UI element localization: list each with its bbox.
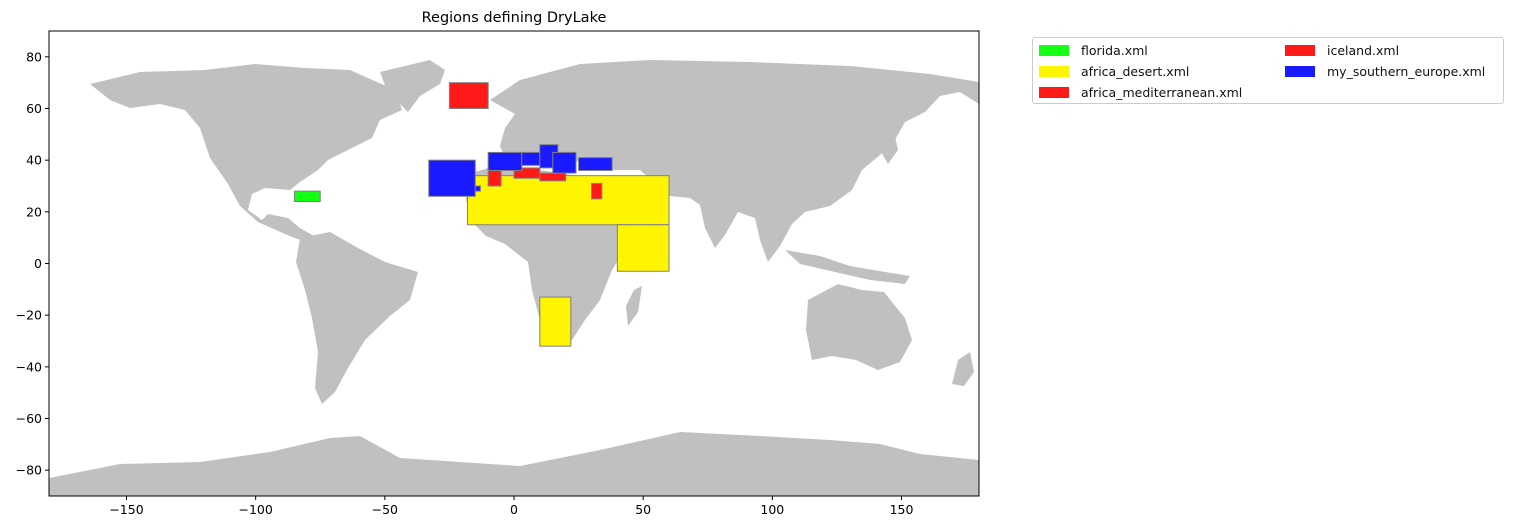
region-box-africa-desert — [539, 296, 572, 347]
x-tick-label: 150 — [890, 502, 914, 517]
greenland-landmass — [380, 60, 445, 112]
region-box-my-southern-europe — [552, 151, 577, 174]
plot-area — [49, 31, 979, 496]
y-tick-label: 0 — [34, 256, 42, 271]
region-box-my-southern-europe — [474, 185, 481, 192]
y-tick-label: −40 — [16, 359, 42, 374]
x-tick-label: −100 — [238, 502, 272, 517]
japan-landmass — [880, 132, 898, 164]
x-axis: −150 −100 −50 0 50 100 150 — [109, 496, 913, 517]
region-box-florida — [293, 190, 321, 203]
x-tick-label: 50 — [635, 502, 651, 517]
region-box-africa-mediterranean — [591, 182, 603, 200]
region-box-my-southern-europe — [487, 151, 523, 172]
y-tick-label: 40 — [26, 153, 42, 168]
region-box-africa-desert — [616, 224, 670, 272]
legend-swatch — [1039, 65, 1069, 77]
legend-item-my-southern-europe: my_southern_europe.xml — [1285, 62, 1485, 80]
region-box-my-southern-europe — [521, 151, 541, 166]
north-america-landmass — [90, 64, 402, 240]
legend-label: florida.xml — [1081, 42, 1148, 58]
y-tick-label: 60 — [26, 101, 42, 116]
legend-label: iceland.xml — [1327, 42, 1400, 58]
x-tick-label: −50 — [372, 502, 398, 517]
legend-swatch — [1285, 65, 1315, 77]
y-tick-label: 80 — [26, 49, 42, 64]
region-box-africa-mediterranean — [539, 172, 567, 182]
y-axis: −80 −60 −40 −20 0 20 40 60 80 — [16, 49, 49, 478]
region-boxes — [293, 82, 670, 347]
y-tick-label: −20 — [16, 308, 42, 323]
region-box-my-southern-europe — [578, 157, 613, 171]
madagascar-landmass — [626, 286, 642, 326]
x-tick-label: 100 — [760, 502, 784, 517]
legend-label: africa_desert.xml — [1081, 63, 1190, 79]
legend-item-iceland: iceland.xml — [1285, 41, 1399, 59]
legend-label: my_southern_europe.xml — [1327, 63, 1486, 79]
indonesia-landmass — [785, 250, 910, 284]
map-title: Regions defining DryLake — [422, 10, 607, 26]
y-tick-label: −80 — [16, 463, 42, 478]
legend-item-africa-mediterranean: africa_mediterranean.xml — [1039, 83, 1242, 101]
x-tick-label: 0 — [510, 502, 518, 517]
australia-landmass — [806, 284, 912, 370]
legend-swatch — [1039, 44, 1069, 56]
new-zealand-landmass — [952, 352, 974, 386]
europe-asia-landmass — [490, 60, 979, 262]
y-tick-label: 20 — [26, 204, 42, 219]
legend-label: africa_mediterranean.xml — [1081, 84, 1243, 100]
antarctica-landmass — [49, 432, 979, 496]
legend: florida.xml africa_desert.xml africa_med… — [1032, 37, 1504, 104]
legend-item-africa-desert: africa_desert.xml — [1039, 62, 1189, 80]
legend-item-florida: florida.xml — [1039, 41, 1148, 59]
region-box-my-southern-europe — [428, 159, 476, 197]
south-america-landmass — [296, 232, 418, 404]
region-box-iceland — [448, 82, 489, 109]
y-tick-label: −60 — [16, 411, 42, 426]
legend-swatch — [1039, 86, 1069, 98]
legend-swatch — [1285, 44, 1315, 56]
x-tick-label: −150 — [109, 502, 143, 517]
